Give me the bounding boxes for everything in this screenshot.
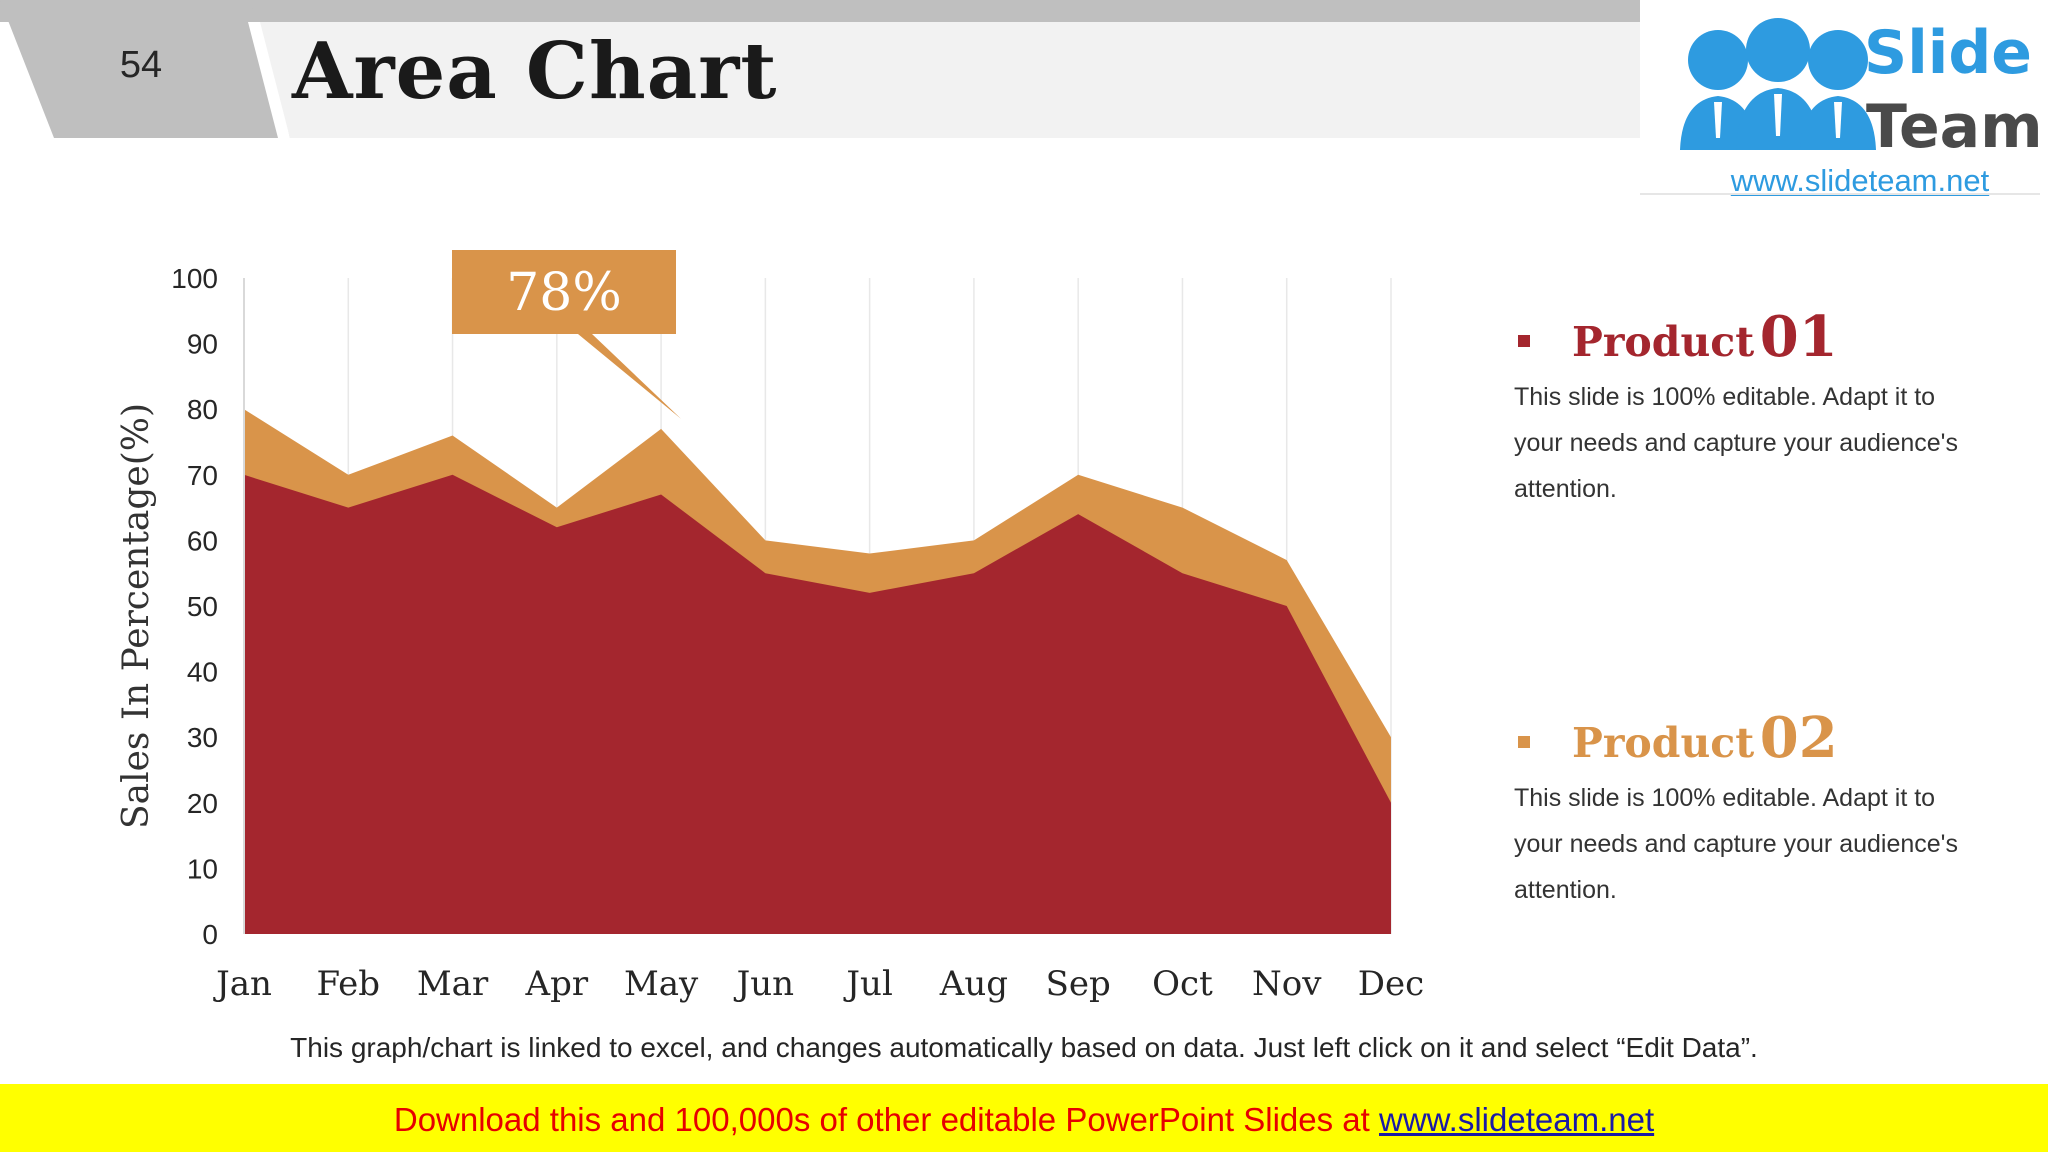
banner-link[interactable]: www.slideteam.net <box>1379 1101 1655 1138</box>
chart-areas <box>244 409 1391 934</box>
y-tick-label: 90 <box>187 329 218 360</box>
callout: 78% <box>452 250 682 419</box>
y-tick-label: 10 <box>187 853 218 884</box>
x-tick-label: Jul <box>843 964 892 1004</box>
y-tick-label: 80 <box>187 394 218 425</box>
x-tick-label: May <box>624 964 699 1004</box>
logo-url-link[interactable]: www.slideteam.net <box>1730 163 1990 198</box>
top-strip <box>0 0 1640 22</box>
legend-number: 02 <box>1759 705 1838 771</box>
logo-divider <box>1640 193 2040 195</box>
legend-bullet-product-01 <box>1518 335 1530 347</box>
slide-number: 54 <box>119 44 163 86</box>
y-tick-label: 100 <box>171 263 218 294</box>
legend-title-product-02: Product 02 <box>1572 705 1838 771</box>
y-tick-label: 20 <box>187 788 218 819</box>
x-tick-label: Apr <box>525 964 589 1004</box>
x-tick-label: Jun <box>734 964 794 1004</box>
y-tick-label: 30 <box>187 722 218 753</box>
page-title: Area Chart <box>292 26 778 117</box>
legend-bullet-product-02 <box>1518 736 1530 748</box>
legend-description-product-02: This slide is 100% editable. Adapt it to… <box>1514 784 1958 904</box>
legend-name: Product <box>1572 318 1755 366</box>
slideteam-logo[interactable]: Slide Team www.slideteam.net <box>1640 0 2048 198</box>
people-group-icon <box>1680 18 1876 150</box>
legend-description-product-01: This slide is 100% editable. Adapt it to… <box>1514 383 1958 503</box>
callout-shape <box>452 250 682 419</box>
callout-label: 78% <box>506 263 622 323</box>
x-tick-label: Sep <box>1046 964 1111 1004</box>
download-banner <box>0 1084 2048 1152</box>
title-band <box>250 22 1640 138</box>
x-tick-label: Oct <box>1152 964 1213 1004</box>
y-axis-label: Sales In Percentage(%) <box>116 403 157 829</box>
y-tick-label: 50 <box>187 591 218 622</box>
slide-number-tab <box>0 0 290 138</box>
y-tick-label: 60 <box>187 525 218 556</box>
x-axis-ticks: Jan Feb Mar Apr May Jun Jul Aug Sep Oct Nov Dec <box>213 964 1424 1004</box>
banner-message: Download this and 100,000s of other edit… <box>393 1101 1379 1138</box>
x-tick-label: Mar <box>417 964 489 1004</box>
y-tick-label: 0 <box>202 919 218 950</box>
logo-text-team: Team <box>1866 92 2043 162</box>
legend-number: 01 <box>1759 304 1838 370</box>
x-tick-label: Jan <box>213 964 272 1004</box>
legend-name: Product <box>1572 719 1755 767</box>
download-banner-text: Download this and 100,000s of other edit… <box>0 1101 2048 1139</box>
x-tick-label: Feb <box>316 964 380 1004</box>
y-tick-label: 40 <box>187 657 218 688</box>
chart-footnote: This graph/chart is linked to excel, and… <box>290 1032 1758 1063</box>
logo-text-slide: Slide <box>1864 18 2032 88</box>
legend-title-product-01: Product 01 <box>1572 304 1838 370</box>
x-tick-label: Aug <box>939 964 1008 1004</box>
series-area-product-01 <box>244 474 1391 934</box>
x-tick-label: Dec <box>1358 964 1424 1004</box>
x-tick-label: Nov <box>1252 964 1322 1004</box>
y-tick-label: 70 <box>187 460 218 491</box>
y-axis-ticks: 0 10 20 30 40 50 60 70 80 90 100 <box>171 263 218 950</box>
